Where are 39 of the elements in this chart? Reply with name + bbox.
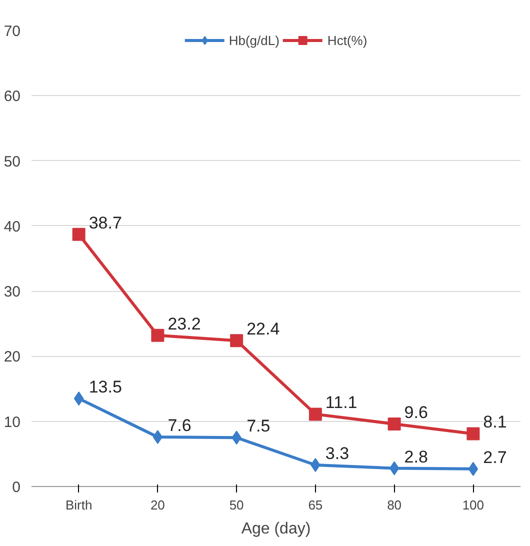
data-label: 23.2 (168, 314, 201, 334)
point (466, 427, 480, 440)
y-tick-label: 60 (4, 88, 21, 106)
y-tick-label: 40 (4, 218, 21, 236)
y-tick-label: 0 (12, 479, 20, 496)
x-tick-label: 50 (229, 498, 244, 512)
x-tick-label: 80 (387, 498, 402, 512)
data-label: 22.4 (246, 320, 280, 339)
data-label: 2.7 (483, 448, 507, 467)
point (389, 461, 400, 476)
point (74, 392, 84, 406)
data-label: 8.1 (483, 412, 507, 432)
point (230, 334, 244, 348)
data-label: 11.1 (325, 393, 358, 412)
y-tick-label: 10 (4, 414, 21, 431)
y-tick-label: 70 (4, 23, 21, 40)
data-label: 9.6 (404, 402, 428, 422)
y-tick-label: 20 (4, 348, 21, 366)
point (72, 228, 86, 241)
x-tick-label: 20 (150, 498, 165, 512)
point (308, 408, 322, 421)
data-label: 38.7 (88, 213, 122, 232)
point (388, 417, 401, 430)
data-label: 3.3 (325, 444, 350, 464)
x-tick-label: 100 (462, 498, 484, 512)
x-axis-title: Age (day) (241, 520, 311, 538)
point (468, 462, 478, 476)
x-tick-label: 65 (308, 498, 323, 512)
point (151, 328, 164, 342)
legend-label: Hct(%) (327, 32, 368, 48)
legend-label: Hb(g/dL) (228, 32, 280, 48)
data-label: 2.8 (404, 447, 428, 466)
data-label: 13.5 (88, 378, 122, 397)
data-label: 7.6 (168, 416, 192, 435)
point (152, 430, 163, 444)
x-tick-label: Birth (65, 498, 92, 512)
y-tick-label: 30 (4, 284, 21, 301)
y-tick-label: 50 (4, 153, 21, 170)
data-label: 7.5 (246, 416, 270, 436)
